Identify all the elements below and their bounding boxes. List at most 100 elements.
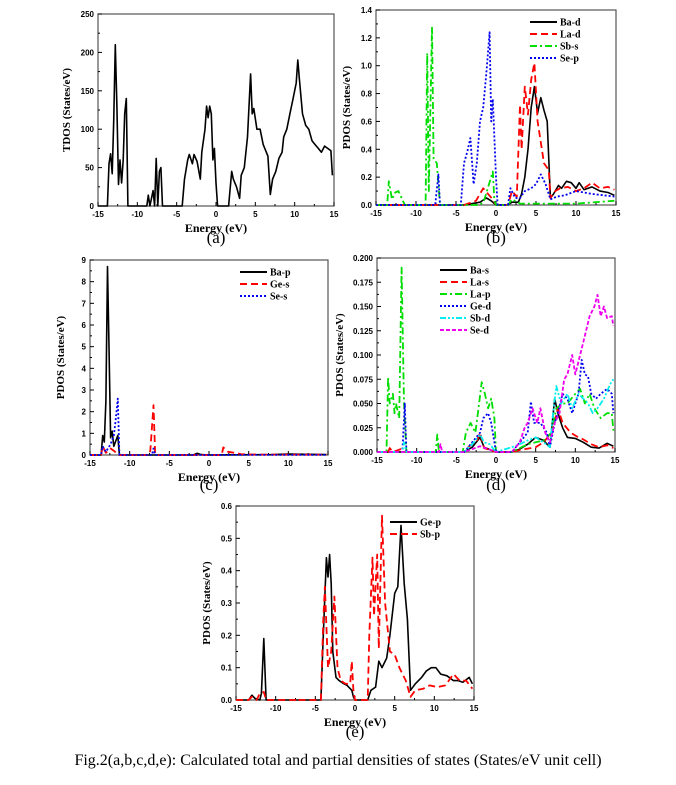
y-tick-label: 0.0 [221,696,233,705]
x-tick-label: 15 [612,209,621,218]
panel-label: (b) [486,228,506,247]
series-line-ba-s [377,397,614,453]
y-tick-label: 0.025 [353,424,374,433]
y-tick-label: 0.6 [361,117,373,126]
y-axis-label: TDOS (States/eV) [61,68,73,152]
legend-label: Sb-p [420,530,440,541]
y-axis-label: PDOS (States/eV) [334,313,346,397]
x-tick-label: -10 [410,209,422,218]
x-tick-label: 5 [533,456,538,465]
y-tick-label: 4 [82,364,87,373]
series-line-tdos [98,43,334,207]
x-tick-label: 0 [214,210,219,219]
legend-label: La-s [470,278,489,289]
y-tick-label: 0.0 [361,201,373,210]
y-tick-label: 1.2 [361,34,373,43]
x-tick-label: -15 [370,209,382,218]
x-tick-label: -15 [371,456,383,465]
x-tick-label: -15 [230,704,242,713]
legend-label: Se-s [270,292,287,303]
y-tick-label: 100 [81,125,95,134]
series-line-se-p [376,31,615,206]
x-axis-label: Energy (eV) [324,715,386,729]
chart-panel-c: -15 -10 -5 0 5 10 15 0 1 2 3 4 5 6 7 8 9 Energy (eV) PDOS … [55,256,333,494]
x-tick-label: 10 [430,704,439,713]
y-tick-label: 1 [82,429,87,438]
x-axis-label: Energy (eV) [465,467,527,481]
x-tick-label: 10 [290,210,299,219]
series-line-sb-p [236,514,474,701]
x-tick-label: -10 [270,704,282,713]
x-tick-label: -10 [411,456,423,465]
x-tick-label: -5 [166,459,174,468]
y-tick-label: 8 [82,278,87,287]
y-tick-label: 0.8 [361,90,373,99]
y-tick-label: 50 [85,164,94,173]
legend-label: Ge-s [270,280,290,291]
plot-frame [376,257,616,453]
x-axis-label: Energy (eV) [185,221,247,235]
series-line-la-p [377,266,615,453]
series-line-se-d [377,294,615,453]
panel-label: (d) [486,475,506,494]
x-tick-label: 0 [207,459,212,468]
y-tick-label: 0.4 [361,145,373,154]
x-tick-label: 15 [611,456,620,465]
legend-label: Ba-s [470,266,489,277]
x-tick-label: -15 [84,459,96,468]
x-tick-label: 15 [470,704,479,713]
x-axis-label: Energy (eV) [465,220,527,234]
x-tick-label: 10 [572,209,581,218]
y-tick-label: 1.4 [361,6,373,15]
x-tick-label: -10 [124,459,136,468]
x-tick-label: -5 [453,456,461,465]
y-tick-label: 3 [82,386,87,395]
y-tick-label: 0.050 [353,400,374,409]
y-tick-label: 150 [81,87,95,96]
x-tick-label: -5 [312,704,320,713]
legend-label: Ge-p [420,518,442,529]
x-tick-label: 15 [330,210,339,219]
x-tick-label: 5 [534,209,539,218]
y-tick-label: 0.125 [353,327,374,336]
legend-label: Sb-d [470,314,490,325]
y-tick-label: 9 [82,256,87,265]
series-line-ba-p [90,265,327,456]
x-tick-label: -5 [173,210,181,219]
y-axis-label: PDOS (States/eV) [341,65,353,149]
y-tick-label: 6 [82,321,87,330]
legend-label: Sb-s [560,42,578,53]
y-tick-label: 0.2 [221,631,233,640]
legend-label: Ba-p [270,268,291,279]
y-tick-label: 0.200 [353,254,374,263]
y-tick-label: 0 [82,451,87,460]
y-tick-label: 2 [82,408,87,417]
x-tick-label: 0 [353,704,358,713]
chart-panel-b: -15 -10 -5 0 5 10 15 0.0 0.2 0.4 0.6 0.8 1.0 1.2 1.4 En… [341,6,621,247]
y-tick-label: 0.075 [353,375,374,384]
series-line-ge-p [236,524,474,701]
y-tick-label: 0.150 [353,303,374,312]
y-tick-label: 5 [82,343,87,352]
y-tick-label: 0.5 [221,534,233,543]
y-tick-label: 0.4 [221,567,233,576]
series-line-se-s [90,397,327,456]
panel-label: (a) [207,228,226,247]
series-line-ge-s [90,404,327,456]
x-tick-label: 5 [392,704,397,713]
x-tick-label: 5 [246,459,251,468]
plot-frame [89,259,329,456]
y-axis-label: PDOS (States/eV) [55,315,67,399]
figure-caption: Fig.2(a,b,c,d,e): Calculated total and p… [74,752,602,769]
legend-label: Se-p [560,54,579,65]
chart-panel-d: -15 -10 -5 0 5 10 15 0.000 0.025 0.050 0.075 0.100 0… [334,254,620,494]
legend-label: Ge-d [470,302,492,313]
x-tick-label: -15 [92,210,104,219]
y-tick-label: 0.1 [221,664,233,673]
x-tick-label: -10 [132,210,144,219]
y-tick-label: 0.000 [353,448,374,457]
y-tick-label: 0.2 [361,173,373,182]
y-tick-label: 250 [81,10,95,19]
x-tick-label: 5 [253,210,258,219]
